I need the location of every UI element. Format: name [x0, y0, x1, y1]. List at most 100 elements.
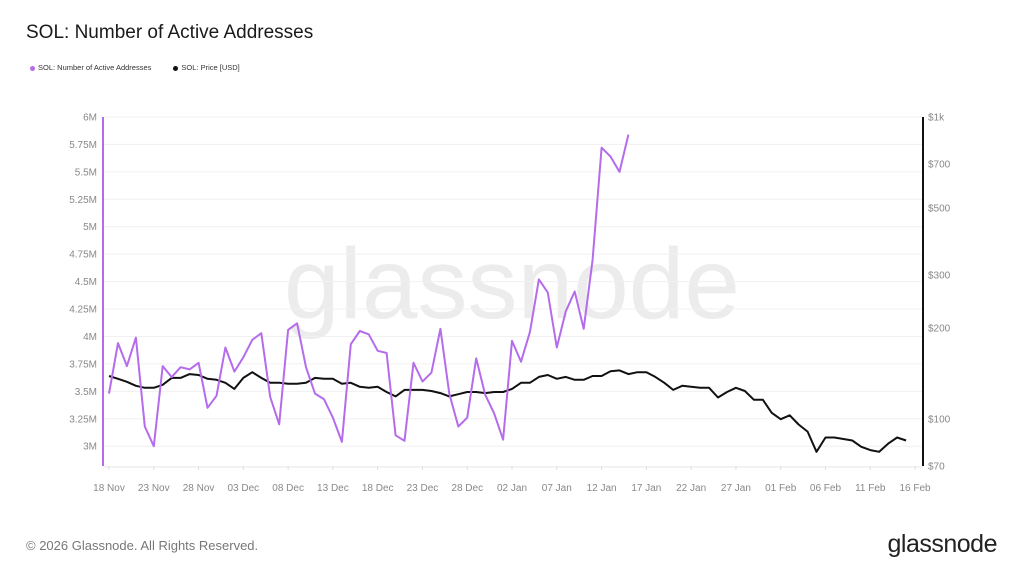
price-point [187, 372, 192, 377]
price-point [295, 381, 300, 386]
price-point [671, 387, 676, 392]
price-point [214, 377, 219, 382]
y-right-tick-label: $700 [928, 159, 951, 170]
x-tick-label: 08 Dec [272, 483, 304, 494]
y-right-tick-label: $100 [928, 415, 951, 426]
price-point [617, 368, 622, 373]
active-addresses-point [107, 391, 112, 396]
price-point [841, 436, 846, 441]
price-point [751, 397, 756, 402]
price-point [707, 385, 712, 390]
price-point [742, 388, 747, 393]
price-point [510, 386, 515, 391]
active-addresses-point [456, 424, 461, 429]
active-addresses-point [545, 290, 550, 295]
price-point [527, 380, 532, 385]
price-point [796, 422, 801, 427]
price-point [536, 374, 541, 379]
price-point [769, 410, 774, 415]
active-addresses-point [133, 335, 138, 340]
price-point [733, 385, 738, 390]
active-addresses-point [420, 379, 425, 384]
y-left-tick-label: 5.5M [75, 167, 97, 178]
price-point [572, 377, 577, 382]
price-point [554, 376, 559, 381]
price-point [268, 380, 273, 385]
active-addresses-point [151, 444, 156, 449]
price-point [501, 390, 506, 395]
active-addresses-point [599, 145, 604, 150]
active-addresses-point [563, 309, 568, 314]
y-left-tick-label: 4.25M [69, 305, 97, 316]
active-addresses-point [214, 393, 219, 398]
price-point [151, 385, 156, 390]
active-addresses-point [160, 364, 165, 369]
active-addresses-point [411, 360, 416, 365]
price-point [124, 379, 129, 384]
price-point [662, 380, 667, 385]
price-point [312, 375, 317, 380]
active-addresses-point [357, 329, 362, 334]
legend-item-active-addresses[interactable]: SOL: Number of Active Addresses [30, 63, 151, 72]
active-addresses-point [196, 360, 201, 365]
active-addresses-point [429, 370, 434, 375]
active-addresses-point [187, 367, 192, 372]
price-point [330, 376, 335, 381]
price-point [760, 397, 765, 402]
price-point [545, 373, 550, 378]
price-point [169, 375, 174, 380]
price-point [465, 390, 470, 395]
price-point [205, 376, 210, 381]
active-addresses-point [223, 345, 228, 350]
price-point [250, 370, 255, 375]
active-addresses-point [277, 422, 282, 427]
x-tick-label: 28 Dec [451, 483, 483, 494]
price-point [787, 413, 792, 418]
price-point [859, 444, 864, 449]
x-tick-label: 11 Feb [855, 483, 886, 494]
active-addresses-point [304, 365, 309, 370]
legend-item-price[interactable]: SOL: Price [USD] [173, 63, 240, 72]
active-addresses-point [232, 369, 237, 374]
watermark: glassnode [284, 228, 740, 340]
active-addresses-point [590, 257, 595, 262]
active-addresses-point [518, 359, 523, 364]
x-tick-label: 13 Dec [317, 483, 349, 494]
active-addresses-point [465, 415, 470, 420]
x-tick-label: 07 Jan [542, 483, 572, 494]
active-addresses-point [178, 365, 183, 370]
y-left-tick-label: 6M [83, 113, 97, 124]
active-addresses-point [321, 397, 326, 402]
price-point [160, 382, 165, 387]
y-right-tick-label: $70 [928, 462, 945, 473]
active-addresses-point [510, 338, 515, 343]
price-point [832, 435, 837, 440]
price-point [716, 395, 721, 400]
price-point [456, 392, 461, 397]
active-addresses-point [402, 438, 407, 443]
price-point [438, 391, 443, 396]
price-point [626, 372, 631, 377]
price-point [277, 380, 282, 385]
price-point [348, 380, 353, 385]
price-point [635, 370, 640, 375]
active-addresses-point [581, 326, 586, 331]
x-tick-label: 28 Nov [183, 483, 215, 494]
price-point [805, 429, 810, 434]
price-point [223, 380, 228, 385]
legend-label: SOL: Price [USD] [181, 63, 240, 72]
active-addresses-point [268, 394, 273, 399]
y-left-tick-label: 3.75M [69, 359, 97, 370]
price-point [724, 390, 729, 395]
price-point [447, 394, 452, 399]
price-point [304, 380, 309, 385]
price-point [644, 370, 649, 375]
active-addresses-point [384, 350, 389, 355]
price-point [599, 373, 604, 378]
price-point [886, 441, 891, 446]
x-tick-label: 03 Dec [227, 483, 259, 494]
x-tick-label: 23 Nov [138, 483, 170, 494]
x-tick-label: 27 Jan [721, 483, 751, 494]
price-point [232, 386, 237, 391]
